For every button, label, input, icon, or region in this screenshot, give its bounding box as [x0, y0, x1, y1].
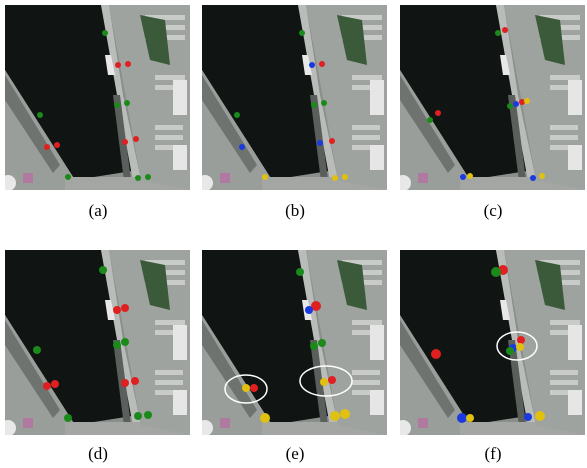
panel-c — [395, 5, 585, 191]
panel-f — [395, 250, 585, 436]
panel-label: (b) — [285, 201, 305, 220]
panel-label: (c) — [484, 201, 503, 220]
page: {"panels": [{"label": "(a)"}, {"label": … — [0, 0, 587, 468]
panel-label: (f) — [485, 444, 502, 463]
panel-b — [197, 5, 387, 191]
panel-d — [0, 250, 190, 436]
panel-label: (d) — [88, 444, 108, 463]
panel-label: (e) — [286, 444, 305, 463]
panel-e — [197, 250, 387, 436]
panel-label: (a) — [89, 201, 108, 220]
figure: (a) (b) (c) (d) (e) (f) — [0, 0, 587, 468]
panel-a — [0, 5, 190, 191]
